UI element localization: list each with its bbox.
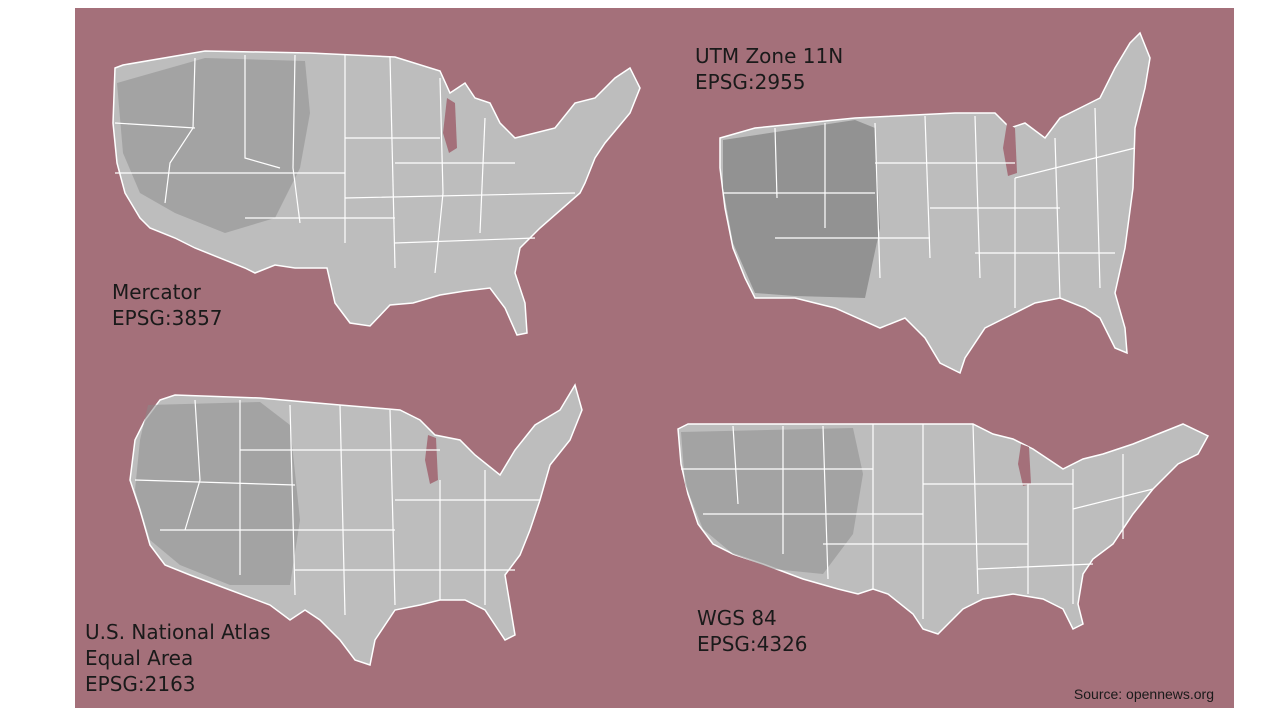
mercator-label: Mercator EPSG:3857 (112, 279, 223, 331)
projection-comparison-figure: Mercator EPSG:3857 UTM Zone 11N EPSG:295… (75, 8, 1234, 708)
terrain-west (681, 428, 863, 574)
source-credit: Source: opennews.org (1073, 686, 1214, 702)
epsg-code: EPSG:2955 (695, 70, 806, 94)
utm-label: UTM Zone 11N EPSG:2955 (695, 43, 843, 95)
great-lake (443, 98, 457, 153)
wgs84-label: WGS 84 EPSG:4326 (697, 605, 808, 657)
national-atlas-label: U.S. National Atlas Equal Area EPSG:2163 (85, 619, 271, 697)
epsg-code: EPSG:4326 (697, 632, 808, 656)
projection-name: UTM Zone 11N (695, 44, 844, 68)
great-lake (425, 435, 438, 484)
state-borders (114, 54, 576, 274)
projection-name: U.S. National Atlas (85, 620, 271, 644)
terrain-west (117, 58, 310, 233)
wgs84-map (677, 423, 1210, 635)
great-lake (1018, 444, 1031, 486)
projection-name: Mercator (112, 280, 201, 304)
epsg-code: EPSG:3857 (112, 306, 223, 330)
national-atlas-equal-area-map (129, 383, 583, 666)
terrain-west (135, 402, 300, 585)
utm-zone-11n-map (719, 31, 1151, 375)
mercator-map (112, 50, 641, 336)
projection-name-line2: Equal Area (85, 646, 194, 670)
state-borders (681, 423, 1154, 619)
state-borders (723, 107, 1136, 308)
projection-name: WGS 84 (697, 606, 777, 630)
epsg-code: EPSG:2163 (85, 672, 196, 696)
state-borders (134, 399, 540, 616)
terrain-west (723, 120, 880, 298)
